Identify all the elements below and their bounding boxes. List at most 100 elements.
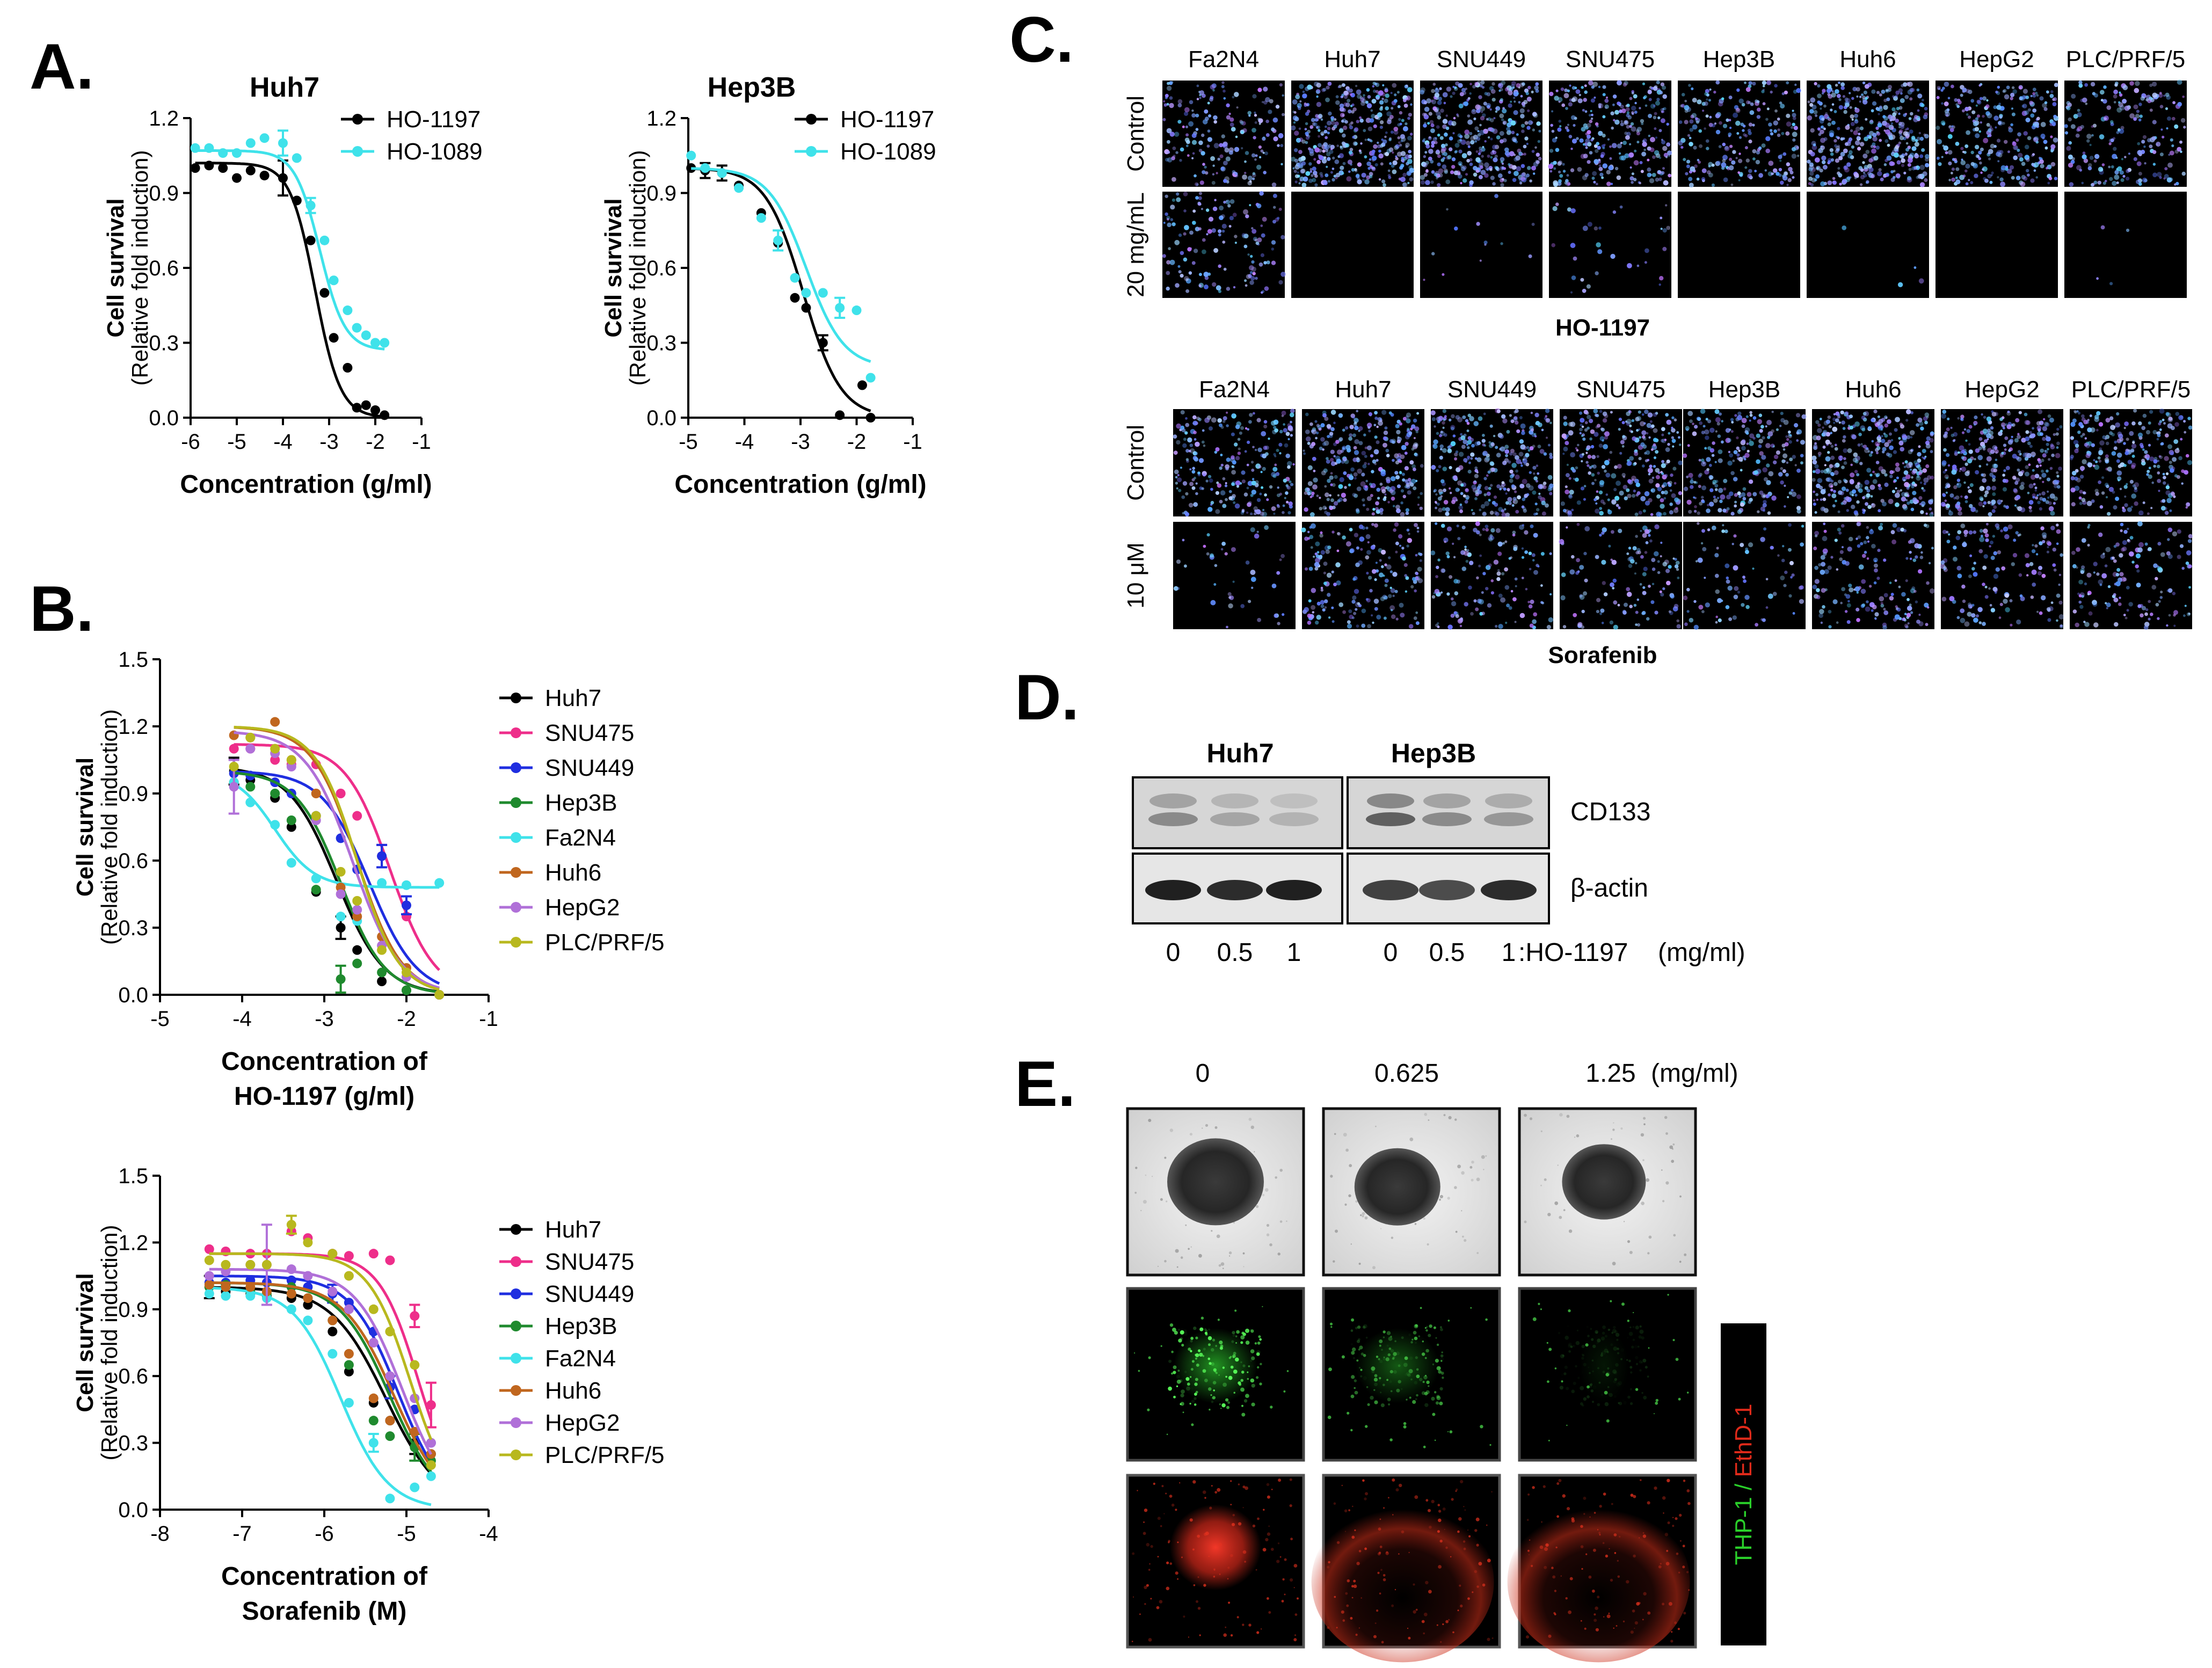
nucleus bbox=[1175, 151, 1178, 154]
nucleus bbox=[2043, 107, 2048, 111]
nucleus bbox=[1669, 510, 1673, 515]
nucleus bbox=[1242, 174, 1248, 180]
nucleus bbox=[1333, 501, 1338, 506]
nucleus bbox=[1259, 191, 1264, 196]
nucleus bbox=[1369, 483, 1372, 486]
nucleus bbox=[1501, 166, 1505, 170]
nucleus bbox=[1366, 550, 1371, 555]
nucleus bbox=[1619, 490, 1624, 496]
nucleus bbox=[1352, 493, 1356, 497]
nucleus bbox=[1863, 90, 1867, 94]
nucleus bbox=[1324, 599, 1328, 603]
nucleus bbox=[1436, 469, 1439, 472]
nucleus bbox=[1904, 128, 1908, 131]
nucleus bbox=[1568, 477, 1571, 480]
nucleus bbox=[1569, 569, 1575, 575]
nucleus bbox=[1167, 151, 1170, 154]
nucleus bbox=[1473, 165, 1478, 171]
nucleus bbox=[1320, 118, 1323, 121]
nucleus bbox=[1554, 96, 1559, 101]
nucleus bbox=[1500, 242, 1503, 245]
nucleus bbox=[1361, 98, 1366, 104]
nucleus bbox=[1570, 291, 1573, 294]
nucleus bbox=[1370, 109, 1373, 112]
nucleus bbox=[1645, 248, 1649, 253]
nucleus bbox=[1967, 115, 1971, 119]
nucleus bbox=[1770, 132, 1774, 136]
nucleus bbox=[1258, 145, 1262, 149]
nucleus bbox=[1645, 459, 1648, 463]
series-HO-1089: HO-1089 bbox=[190, 129, 483, 351]
nucleus bbox=[1358, 426, 1363, 431]
nucleus bbox=[1662, 145, 1668, 151]
micrograph-tile bbox=[2064, 192, 2187, 298]
nucleus bbox=[1396, 429, 1401, 435]
nucleus bbox=[1432, 443, 1438, 449]
nucleus bbox=[1596, 610, 1599, 614]
nucleus bbox=[1264, 151, 1268, 156]
nucleus bbox=[1564, 88, 1568, 92]
nucleus bbox=[1594, 413, 1598, 417]
nucleus bbox=[1515, 509, 1519, 514]
nucleus bbox=[1644, 551, 1648, 554]
nucleus bbox=[1282, 504, 1285, 507]
nucleus bbox=[1587, 426, 1590, 430]
nucleus bbox=[1485, 528, 1489, 532]
nucleus bbox=[1940, 89, 1944, 92]
nucleus bbox=[1472, 487, 1478, 493]
nucleus bbox=[2098, 166, 2104, 172]
nucleus bbox=[1362, 464, 1367, 469]
nucleus bbox=[1738, 179, 1741, 181]
nucleus bbox=[1447, 448, 1452, 454]
nucleus bbox=[1243, 244, 1248, 249]
nucleus bbox=[1176, 423, 1182, 429]
nucleus bbox=[1647, 172, 1652, 178]
nucleus bbox=[1921, 148, 1925, 152]
nucleus bbox=[1645, 104, 1648, 107]
nucleus bbox=[1342, 535, 1346, 540]
nucleus bbox=[1313, 556, 1315, 558]
nucleus bbox=[1439, 456, 1443, 460]
nucleus bbox=[1257, 618, 1262, 622]
nucleus bbox=[1335, 95, 1339, 99]
nucleus bbox=[1632, 478, 1634, 482]
nucleus bbox=[1219, 466, 1223, 470]
nucleus bbox=[1685, 172, 1689, 176]
nucleus bbox=[1262, 508, 1265, 512]
nucleus bbox=[1406, 528, 1410, 532]
nucleus bbox=[1708, 463, 1712, 467]
nucleus bbox=[1535, 479, 1539, 483]
nucleus bbox=[1444, 541, 1446, 543]
nucleus bbox=[1924, 134, 1929, 139]
nucleus bbox=[1341, 172, 1344, 175]
nucleus bbox=[1670, 594, 1675, 599]
nucleus bbox=[1446, 86, 1452, 92]
nucleus bbox=[1549, 149, 1554, 153]
nucleus bbox=[1371, 166, 1376, 171]
nucleus bbox=[1645, 541, 1649, 544]
nucleus bbox=[1219, 154, 1224, 158]
nucleus bbox=[1435, 501, 1438, 504]
nucleus bbox=[1826, 88, 1831, 93]
nucleus bbox=[1389, 605, 1395, 611]
nucleus bbox=[1240, 121, 1244, 125]
nucleus bbox=[1711, 183, 1715, 187]
nucleus bbox=[1241, 147, 1243, 150]
nucleus bbox=[1727, 438, 1731, 443]
nucleus bbox=[1903, 82, 1908, 87]
nucleus bbox=[1261, 291, 1263, 294]
nucleus bbox=[1314, 118, 1319, 122]
nucleus bbox=[1868, 158, 1873, 163]
nucleus bbox=[1399, 602, 1404, 608]
nucleus bbox=[2116, 130, 2120, 134]
nucleus bbox=[1183, 257, 1188, 262]
nucleus bbox=[1192, 467, 1195, 470]
nucleus bbox=[1316, 125, 1320, 129]
nucleus bbox=[1598, 103, 1602, 107]
nucleus bbox=[1599, 410, 1603, 413]
nucleus bbox=[1493, 435, 1496, 438]
nucleus bbox=[1326, 85, 1330, 90]
nucleus bbox=[1389, 489, 1393, 493]
nucleus bbox=[1204, 417, 1210, 423]
